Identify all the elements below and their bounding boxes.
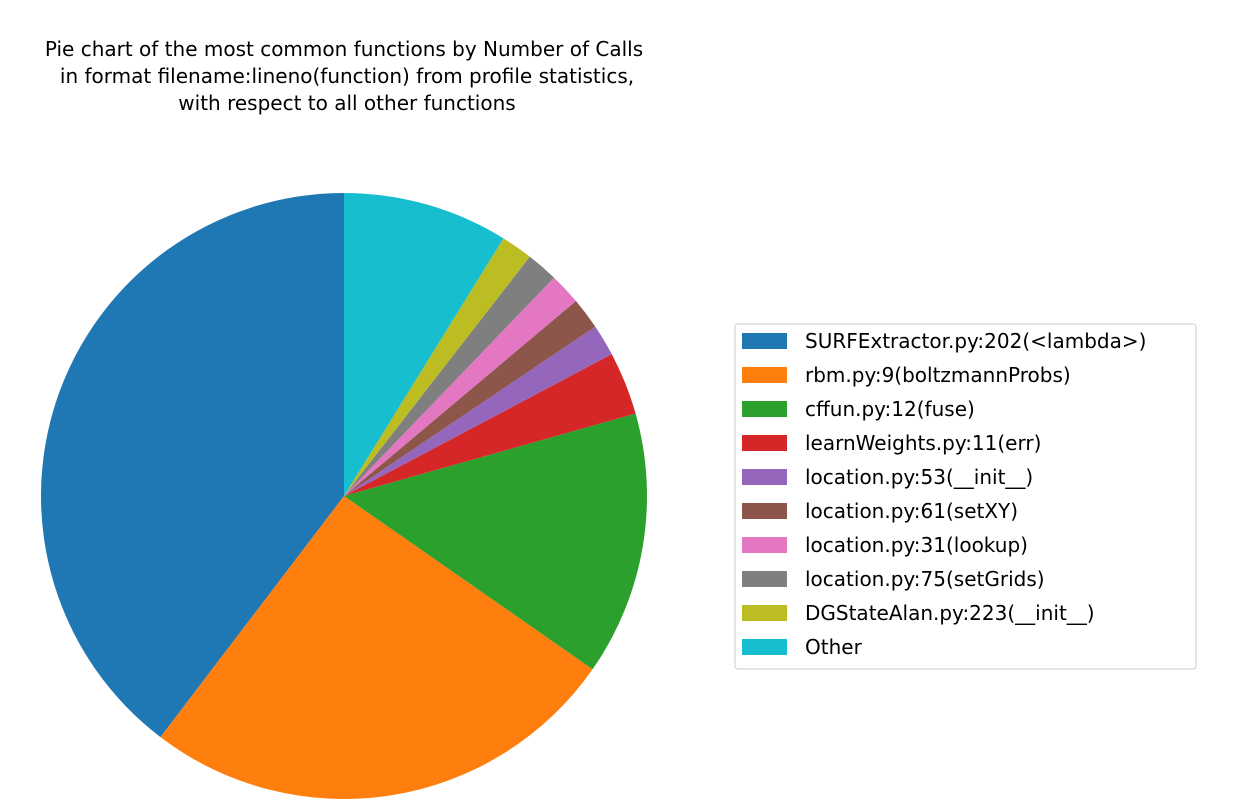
pie-slice-2 — [344, 413, 648, 670]
legend-swatch-5 — [742, 503, 787, 519]
pie-slice-6 — [344, 277, 576, 496]
legend-label-9: Other — [805, 635, 863, 659]
legend-swatch-4 — [742, 469, 787, 485]
chart-title-line-1: Pie chart of the most common functions b… — [45, 37, 643, 61]
legend-label-4: location.py:53(__init__) — [805, 465, 1033, 489]
pie-slice-0 — [40, 193, 344, 738]
pie-slice-8 — [344, 238, 530, 496]
pie-slice-4 — [344, 326, 612, 496]
chart-title-line-2: in format filename:lineno(function) from… — [60, 64, 634, 88]
chart-title: Pie chart of the most common functions b… — [45, 37, 643, 115]
legend-swatch-0 — [742, 333, 787, 349]
legend: SURFExtractor.py:202(<lambda>) rbm.py:9(b… — [734, 323, 1197, 670]
legend-label-0: SURFExtractor.py:202(<lambda>) — [805, 329, 1146, 353]
legend-label-2: cffun.py:12(fuse) — [805, 397, 975, 421]
legend-label-6: location.py:31(lookup) — [805, 533, 1028, 557]
pie-slice-5 — [344, 301, 596, 496]
legend-swatch-9 — [742, 639, 787, 655]
pie-slices — [40, 193, 648, 800]
pie-slice-7 — [344, 256, 555, 496]
legend-swatch-2 — [742, 401, 787, 417]
legend-label-7: location.py:75(setGrids) — [805, 567, 1045, 591]
legend-swatch-1 — [742, 367, 787, 383]
legend-swatch-6 — [742, 537, 787, 553]
pie-slice-1 — [160, 496, 593, 800]
legend-label-3: learnWeights.py:11(err) — [805, 431, 1041, 455]
legend-label-8: DGStateAlan.py:223(__init__) — [805, 601, 1095, 625]
chart-title-line-3: with respect to all other functions — [178, 91, 515, 115]
pie-slice-9 — [344, 193, 504, 496]
pie-slice-3 — [344, 354, 636, 496]
legend-swatch-7 — [742, 571, 787, 587]
legend-swatch-8 — [742, 605, 787, 621]
legend-frame — [734, 323, 1197, 670]
legend-swatch-3 — [742, 435, 787, 451]
legend-label-1: rbm.py:9(boltzmannProbs) — [805, 363, 1071, 387]
legend-label-5: location.py:61(setXY) — [805, 499, 1018, 523]
